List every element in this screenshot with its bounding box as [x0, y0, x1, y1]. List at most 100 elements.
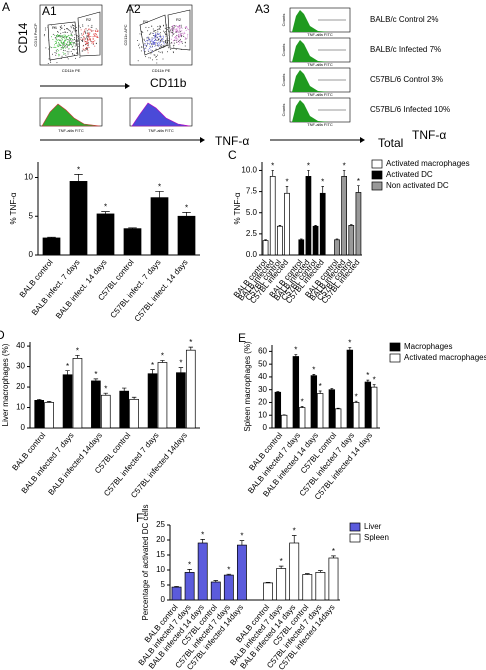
- event-dot: [158, 44, 160, 46]
- event-dot: [91, 24, 93, 26]
- event-dot: [95, 42, 97, 44]
- event-dot: [94, 30, 96, 32]
- event-dot: [167, 51, 169, 53]
- event-dot: [158, 34, 160, 36]
- event-dot: [175, 30, 177, 32]
- event-dot: [159, 34, 161, 36]
- event-dot: [146, 37, 148, 39]
- event-dot: [49, 46, 51, 48]
- event-dot: [143, 38, 145, 40]
- event-dot: [146, 42, 148, 44]
- event-dot: [61, 38, 63, 40]
- axis-label: TNF-alfa FITC: [58, 128, 84, 133]
- event-dot: [173, 26, 175, 28]
- error-bar: [128, 227, 137, 229]
- event-dot: [174, 37, 176, 39]
- significance-mark: *: [271, 162, 274, 171]
- event-dot: [159, 32, 161, 34]
- event-dot: [96, 29, 98, 31]
- error-bar: [131, 396, 137, 400]
- event-dot: [179, 25, 181, 27]
- event-dot: [178, 26, 180, 28]
- event-dot: [177, 39, 179, 41]
- event-dot: [162, 41, 164, 43]
- event-dot: [154, 35, 156, 37]
- event-dot: [173, 31, 175, 33]
- legend-swatch: [349, 522, 361, 532]
- event-dot: [59, 34, 61, 36]
- event-dot: [87, 25, 89, 27]
- significance-mark: *: [319, 382, 322, 391]
- event-dot: [163, 45, 165, 47]
- event-dot: [156, 39, 158, 41]
- bar: [334, 408, 342, 429]
- event-dot: [60, 42, 62, 44]
- event-dot: [85, 28, 87, 30]
- event-dot: [57, 46, 59, 48]
- event-dot: [159, 27, 161, 29]
- event-dot: [160, 40, 162, 42]
- event-dot: [179, 28, 181, 30]
- error-bar: [300, 238, 303, 240]
- event-dot: [84, 49, 86, 51]
- error-bar: [312, 374, 316, 376]
- event-dot: [97, 35, 99, 37]
- event-dot: [87, 45, 89, 47]
- event-dot: [64, 53, 66, 55]
- bar: [315, 572, 326, 601]
- x-tick-label: BALB infect. 7 days: [30, 258, 82, 317]
- event-dot: [145, 46, 147, 48]
- error-bar: [278, 565, 284, 569]
- event-dot: [166, 44, 168, 46]
- event-dot: [152, 42, 154, 44]
- significance-mark: *: [161, 352, 164, 361]
- event-dot: [152, 59, 154, 61]
- event-dot: [60, 35, 62, 37]
- event-dot: [63, 53, 65, 55]
- significance-mark: *: [355, 392, 358, 401]
- axis-label: TNF-alfa FITC: [307, 92, 333, 97]
- legend-label: Macrophages: [404, 342, 452, 351]
- bar: [119, 390, 130, 429]
- event-dot: [148, 39, 150, 41]
- event-dot: [44, 33, 46, 35]
- axis-title: TNF-α: [412, 128, 446, 142]
- event-dot: [91, 41, 93, 43]
- legend-swatch: [389, 353, 401, 363]
- bar: [319, 192, 326, 256]
- event-dot: [150, 53, 152, 55]
- event-dot: [148, 50, 150, 52]
- event-dot: [70, 41, 72, 43]
- event-dot: [87, 35, 89, 37]
- y-tick-label: 0: [263, 423, 268, 432]
- y-tick-label: 10: [24, 173, 33, 182]
- event-dot: [162, 35, 164, 37]
- panel-a: A A1 A2 A3 CD11b PE CD11b PE CD14 PerCP …: [2, 0, 446, 150]
- event-dot: [53, 46, 55, 48]
- event-dot: [85, 33, 87, 35]
- event-dot: [163, 46, 165, 48]
- event-dot: [94, 33, 96, 35]
- bar: [298, 407, 306, 429]
- event-dot: [92, 36, 94, 38]
- event-dot: [94, 45, 96, 47]
- event-dot: [152, 35, 154, 37]
- event-dot: [176, 28, 178, 30]
- event-dot: [54, 46, 56, 48]
- event-dot: [55, 35, 57, 37]
- event-dot: [155, 48, 157, 50]
- y-tick-label: 10.0: [241, 166, 257, 175]
- event-dot: [62, 32, 64, 34]
- event-dot: [162, 38, 164, 40]
- event-dot: [82, 48, 84, 50]
- bar: [302, 574, 313, 601]
- event-dot: [157, 28, 159, 30]
- event-dot: [96, 33, 98, 35]
- event-dot: [157, 31, 159, 33]
- y-axis-title: % TNF-α: [9, 192, 18, 224]
- axis-label: CD11c APC: [123, 24, 128, 45]
- event-dot: [56, 44, 58, 46]
- event-dot: [84, 38, 86, 40]
- event-dot: [81, 34, 83, 36]
- bar: [298, 239, 305, 256]
